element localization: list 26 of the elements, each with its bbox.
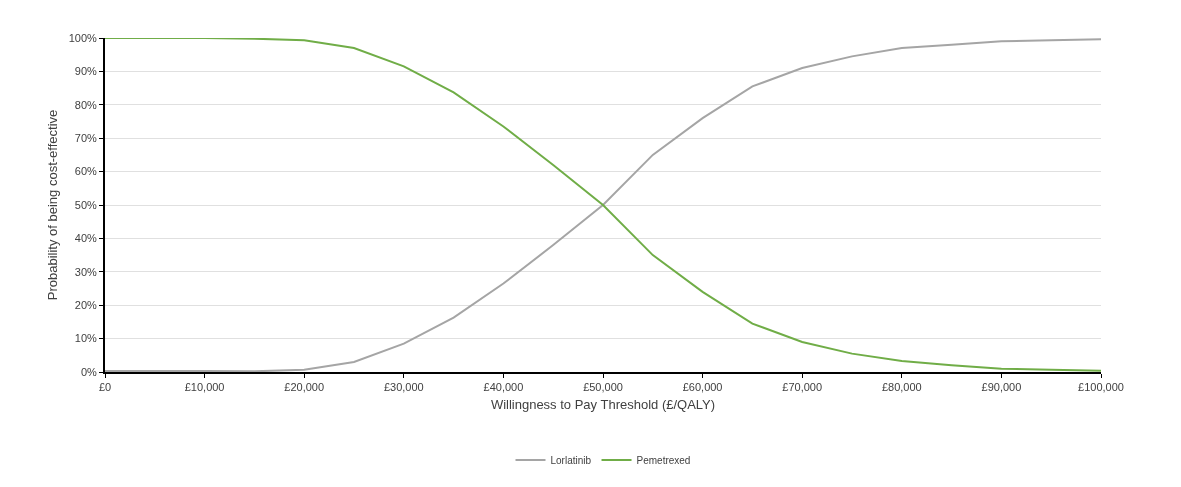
y-tick-label: 70% (74, 132, 97, 145)
y-tick-label: 0% (80, 365, 98, 378)
y-tick-label: 50% (74, 198, 97, 211)
x-tick-label: £60,000 (682, 381, 723, 394)
x-tick-label: £40,000 (483, 381, 524, 394)
y-tick-label: 90% (74, 65, 97, 78)
y-tick-label: 60% (74, 165, 97, 178)
y-tick-label: 40% (74, 232, 97, 245)
y-tick-label: 10% (74, 332, 97, 345)
legend-label: Pemetrexed (636, 454, 691, 466)
x-tick-label: £70,000 (782, 381, 823, 394)
x-tick-label: £30,000 (383, 381, 424, 394)
x-tick-label: £100,000 (1078, 381, 1124, 394)
x-tick-label: £90,000 (981, 381, 1022, 394)
x-tick-label: £20,000 (284, 381, 325, 394)
y-tick-label: 80% (74, 98, 97, 111)
y-axis-title: Probability of being cost-effective (45, 109, 61, 301)
x-tick-label: £50,000 (583, 381, 623, 394)
x-axis-title: Willingness to Pay Threshold (£/QALY) (490, 397, 716, 413)
x-tick-label: £80,000 (881, 381, 922, 394)
x-tick-label: £10,000 (184, 381, 225, 394)
y-tick-label: 20% (74, 299, 97, 312)
x-tick-label: £0 (98, 381, 112, 394)
y-tick-label: 30% (74, 265, 97, 278)
y-tick-label: 100% (68, 31, 98, 44)
legend-label: Lorlatinib (550, 454, 592, 466)
